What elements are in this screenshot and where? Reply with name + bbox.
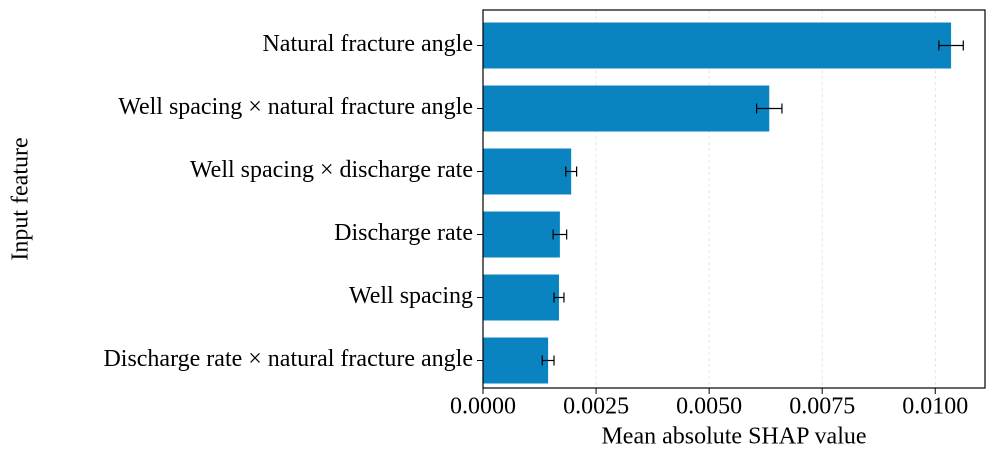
y-tick-label: Discharge rate × natural fracture angle xyxy=(103,346,473,372)
y-tick-label: Well spacing × discharge rate xyxy=(190,157,473,183)
x-tick-label: 0.0025 xyxy=(563,394,629,420)
bar xyxy=(483,148,572,195)
error-bar xyxy=(553,292,565,303)
x-tick-label: 0.0050 xyxy=(676,394,742,420)
error-bar xyxy=(552,229,568,240)
x-axis-label: Mean absolute SHAP value xyxy=(601,424,866,450)
error-bar xyxy=(541,355,555,366)
y-tick-label: Discharge rate xyxy=(334,220,473,246)
bar xyxy=(483,337,549,384)
error-bar xyxy=(756,103,783,114)
y-tick-label: Natural fracture angle xyxy=(262,31,473,57)
x-tick-label: 0.0000 xyxy=(450,394,516,420)
y-tick-label: Well spacing xyxy=(349,283,473,309)
error-bar xyxy=(565,166,578,177)
bar xyxy=(483,85,770,132)
error-bar xyxy=(938,40,964,51)
x-tick-label: 0.0075 xyxy=(789,394,855,420)
y-axis-label: Input feature xyxy=(8,137,34,260)
bar xyxy=(483,211,560,258)
y-tick-label: Well spacing × natural fracture angle xyxy=(118,94,473,120)
x-tick-label: 0.0100 xyxy=(902,394,968,420)
plot-frame xyxy=(482,9,986,389)
bar xyxy=(483,274,559,321)
bar xyxy=(483,22,952,69)
